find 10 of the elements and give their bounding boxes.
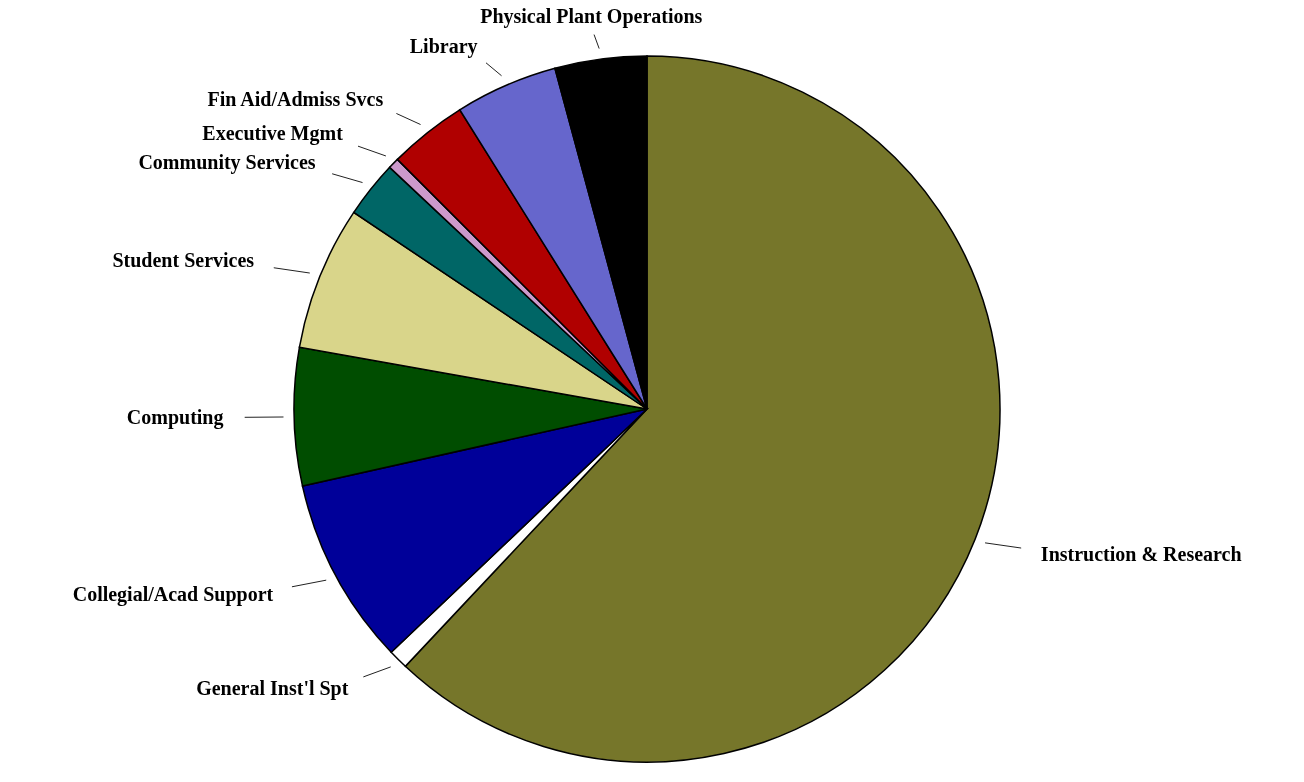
slice-label: Community Services: [138, 150, 316, 174]
slice-label: Computing: [126, 405, 224, 429]
slice-label: Student Services: [112, 249, 255, 272]
slice-label: General Inst'l Spt: [196, 677, 349, 701]
slice-label: Library: [409, 34, 478, 58]
slice-label: Instruction & Research: [1040, 542, 1242, 565]
slice-label: Physical Plant Operations: [480, 5, 703, 29]
slice-label: Executive Mgmt: [202, 121, 344, 145]
slice-label: Collegial/Acad Support: [72, 583, 274, 607]
slice-label: Fin Aid/Admiss Svcs: [207, 87, 384, 110]
